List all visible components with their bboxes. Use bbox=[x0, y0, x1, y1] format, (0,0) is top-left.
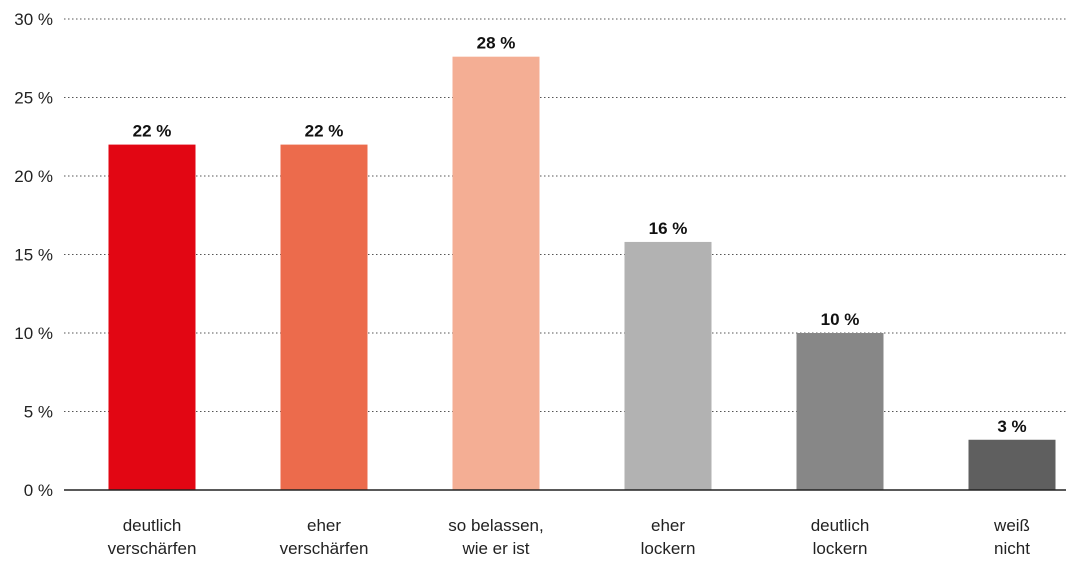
category-label-line: verschärfen bbox=[108, 539, 197, 558]
y-tick-label: 15 % bbox=[14, 246, 53, 265]
bar-value-label: 16 % bbox=[649, 219, 688, 238]
category-label-line: weiß bbox=[993, 516, 1030, 535]
category-label-line: verschärfen bbox=[280, 539, 369, 558]
bar bbox=[108, 144, 196, 490]
category-label-line: eher bbox=[307, 516, 341, 535]
bar bbox=[280, 144, 368, 490]
category-label: deutlich verschärfen bbox=[108, 516, 197, 558]
bar bbox=[624, 241, 712, 490]
category-label: eher lockern bbox=[641, 516, 696, 558]
category-label-line: so belassen, bbox=[448, 516, 543, 535]
category-label: so belassen, wie er ist bbox=[448, 516, 543, 558]
bars bbox=[108, 56, 1056, 491]
bar-value-label: 28 % bbox=[477, 34, 516, 53]
category-label-line: wie er ist bbox=[461, 539, 529, 558]
bar-value-label: 22 % bbox=[305, 122, 344, 141]
category-label-line: nicht bbox=[994, 539, 1030, 558]
y-tick-label: 30 % bbox=[14, 10, 53, 29]
y-tick-label: 20 % bbox=[14, 167, 53, 186]
bar-value-label: 3 % bbox=[997, 417, 1026, 436]
category-label-line: deutlich bbox=[811, 516, 870, 535]
y-tick-label: 25 % bbox=[14, 89, 53, 108]
category-label: eher verschärfen bbox=[280, 516, 369, 558]
y-tick-label: 10 % bbox=[14, 324, 53, 343]
category-label-line: deutlich bbox=[123, 516, 182, 535]
y-axis-tick-labels: 0 % 5 % 10 % 15 % 20 % 25 % 30 % bbox=[14, 10, 53, 500]
category-label-line: lockern bbox=[813, 539, 868, 558]
y-tick-label: 0 % bbox=[24, 481, 53, 500]
category-label: weiß nicht bbox=[993, 516, 1030, 558]
category-label-line: eher bbox=[651, 516, 685, 535]
x-axis-category-labels: deutlich verschärfen eher verschärfen so bel… bbox=[108, 516, 1031, 558]
data-labels: 22 % 22 % 28 % 16 % 10 % 3 % bbox=[133, 34, 1027, 436]
category-label: deutlich lockern bbox=[811, 516, 870, 558]
bar-value-label: 22 % bbox=[133, 122, 172, 141]
gridlines bbox=[64, 18, 1066, 412]
category-label-line: lockern bbox=[641, 539, 696, 558]
bar bbox=[968, 439, 1056, 490]
y-tick-label: 5 % bbox=[24, 403, 53, 422]
bar bbox=[452, 56, 540, 491]
bar-value-label: 10 % bbox=[821, 310, 860, 329]
bar bbox=[796, 333, 884, 490]
